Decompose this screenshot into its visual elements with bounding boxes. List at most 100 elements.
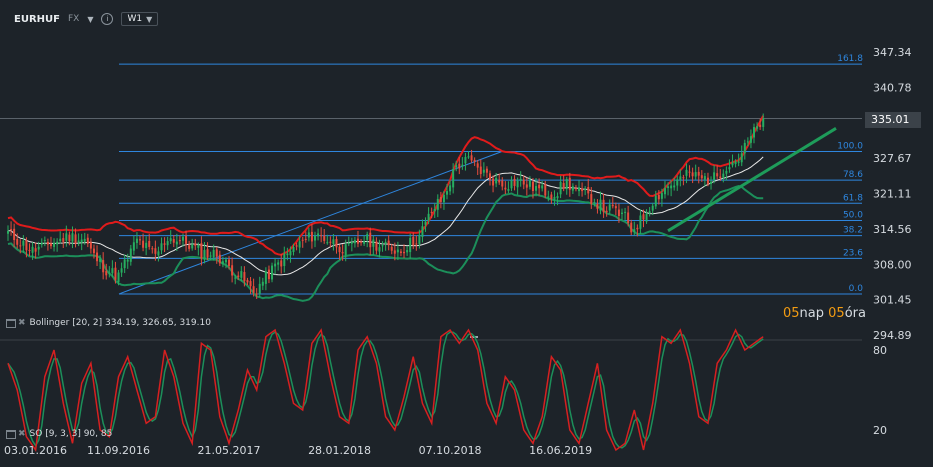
candle-body [329,241,332,243]
candle-body [734,161,737,165]
candle-body [194,243,197,246]
candle-body [393,250,396,254]
candle-body [442,194,445,203]
candle-body [611,204,614,207]
candle-body [697,171,700,176]
candle-body [369,232,372,248]
candle-body [482,169,485,173]
candle-body [188,245,191,249]
candle-body [77,240,80,243]
candle-body [105,271,108,276]
candle-body [350,242,353,244]
candle-body [390,246,393,251]
candle-body [507,189,510,191]
candle-body [504,187,507,190]
candle-body [178,240,181,242]
chevron-down-icon[interactable]: ▼ [87,14,94,24]
candle-body [166,241,169,246]
candle-body [40,242,43,245]
candle-body [418,234,421,245]
candle-body [556,196,559,199]
candle-body [154,248,157,254]
candle-body [335,238,338,248]
candle-body [323,235,326,241]
candle-body [562,183,565,189]
candle-body [630,222,633,233]
candle-body [326,242,329,244]
candle-body [267,269,270,280]
candle-body [231,265,234,276]
candle-body [332,239,335,245]
candle-body [624,211,627,213]
candle-body [439,197,442,202]
fib-level-label: 61.8 [843,193,863,203]
candle-body [366,234,369,240]
candle-body [277,262,280,265]
candle-body [415,243,418,245]
candle-body [274,263,277,267]
candle-body [568,177,571,190]
close-icon[interactable]: ✖ [18,429,26,439]
candle-body [292,246,295,252]
candle-body [688,171,691,173]
candle-body [409,238,412,252]
candle-body [53,242,56,247]
so-legend: ✖ SO [9, 3, 3] 90, 85 [6,429,112,439]
candle-body [200,243,203,259]
candle-body [479,166,482,175]
candle-body [627,212,630,223]
candle-body [31,246,34,253]
bollinger-legend: ✖ Bollinger [20, 2] 334.19, 326.65, 319.… [6,318,211,328]
candle-body [706,177,709,185]
candle-body [120,268,123,273]
candle-body [341,252,344,254]
candle-body [399,251,402,253]
candle-body [185,235,188,244]
candle-body [320,235,323,237]
close-icon[interactable]: ✖ [18,318,26,328]
candle-body [550,194,553,199]
fib-level-label: 100.0 [837,141,863,151]
candle-body [670,185,673,189]
candle-body [25,240,28,251]
candle-body [197,244,200,248]
candle-body [139,239,142,241]
candle-body [108,272,111,274]
fib-level-label: 23.6 [843,248,863,258]
candle-body [574,188,577,190]
panel-icon[interactable] [6,429,16,439]
candle-body [396,249,399,253]
x-tick-label: 03.01.2016 [4,444,67,457]
bar-countdown: 05nap 05óra [783,306,866,321]
bollinger-values: Bollinger [20, 2] 334.19, 326.65, 319.10 [29,318,211,328]
trend-line [667,127,837,233]
candle-body [224,259,227,263]
candle-body [19,245,22,247]
candle-body [544,184,547,196]
candle-body [314,235,316,241]
candle-body [749,136,752,143]
candle-body [476,163,479,168]
candle-body [246,280,249,283]
y-tick-label: 347.34 [873,46,912,59]
candle-body [446,191,449,195]
panel-icon[interactable] [6,318,16,328]
countdown-hours: 05 [828,306,845,321]
candle-body [421,226,424,238]
candle-body [46,241,49,245]
candle-body [467,156,470,158]
candle-body [449,185,452,192]
candle-body [651,205,654,211]
info-icon[interactable]: i [101,13,114,25]
candle-body [83,238,86,242]
candle-body [516,180,519,188]
candle-body [252,286,255,293]
candle-body [286,253,289,256]
timeframe-select[interactable]: W1 ▼ [121,12,159,26]
market-button[interactable]: FX [67,14,80,24]
candle-body [756,126,759,129]
candle-body [599,199,602,211]
candle-body [614,206,617,209]
candle-body [593,202,596,204]
